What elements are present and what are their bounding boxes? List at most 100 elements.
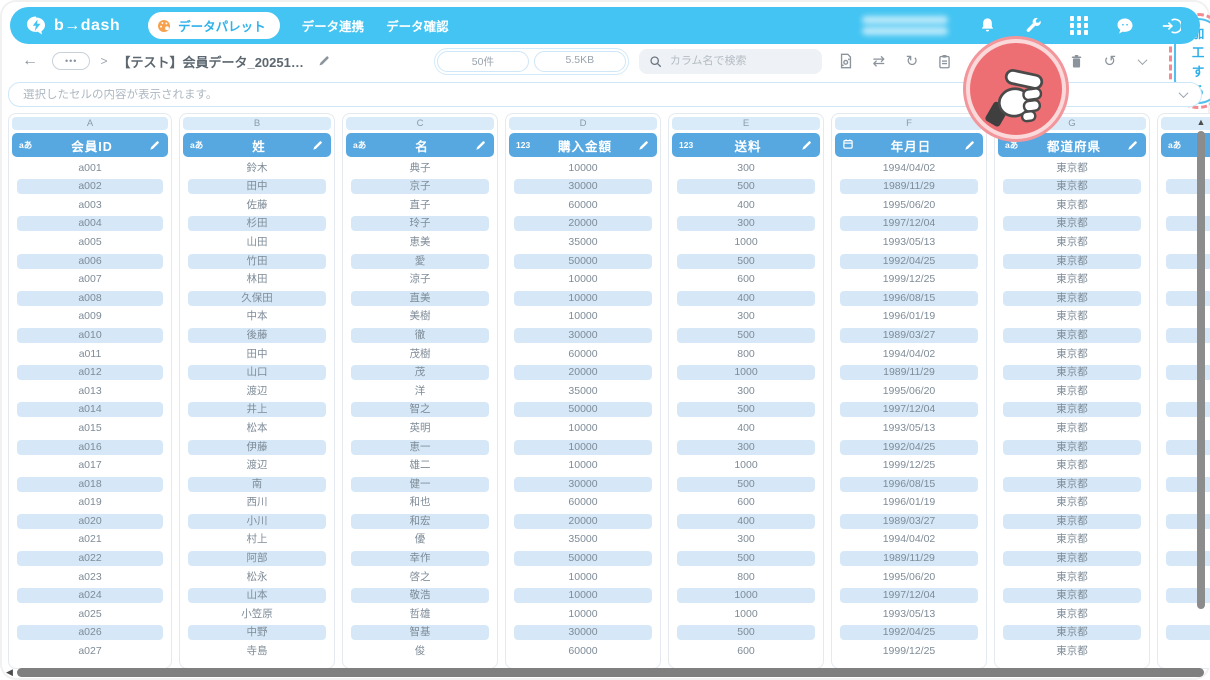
- table-cell[interactable]: 400: [737, 198, 755, 211]
- logout-icon[interactable]: [1160, 15, 1182, 37]
- vertical-scrollbar[interactable]: ▲: [1195, 117, 1207, 662]
- table-cell[interactable]: 20000: [514, 365, 652, 381]
- table-cell[interactable]: 300: [737, 310, 755, 323]
- table-cell[interactable]: 1997/12/04: [840, 588, 978, 604]
- table-cell[interactable]: 50000: [514, 551, 652, 567]
- table-cell[interactable]: 1995/06/20: [882, 384, 936, 397]
- table-cell[interactable]: 1999/12/25: [882, 273, 936, 286]
- table-cell[interactable]: 佐藤: [246, 198, 268, 211]
- scroll-left-icon[interactable]: ◀: [6, 666, 13, 677]
- table-cell[interactable]: a008: [17, 290, 163, 306]
- table-cell[interactable]: 徹: [351, 327, 489, 343]
- table-cell[interactable]: 60000: [568, 198, 598, 211]
- table-cell[interactable]: 1992/04/25: [840, 253, 978, 269]
- table-cell[interactable]: 500: [677, 253, 815, 269]
- table-cell[interactable]: 800: [737, 347, 755, 360]
- table-cell[interactable]: 1992/04/25: [840, 625, 978, 641]
- table-cell[interactable]: 東京都: [1003, 551, 1141, 567]
- table-cell[interactable]: 洋: [414, 384, 426, 397]
- file-export-icon[interactable]: [836, 51, 856, 71]
- table-cell[interactable]: 10000: [568, 570, 598, 583]
- table-cell[interactable]: 渡辺: [246, 459, 268, 472]
- table-cell[interactable]: 600: [737, 273, 755, 286]
- table-cell[interactable]: 東京都: [1003, 513, 1141, 529]
- table-cell[interactable]: 健一: [351, 476, 489, 492]
- table-cell[interactable]: 鈴木: [246, 161, 268, 174]
- table-cell[interactable]: 1994/04/02: [882, 533, 936, 546]
- column-letter[interactable]: G: [998, 117, 1146, 130]
- table-cell[interactable]: a026: [17, 625, 163, 641]
- table-cell[interactable]: 300: [737, 384, 755, 397]
- download-icon[interactable]: [1034, 51, 1054, 71]
- table-cell[interactable]: 1997/12/04: [840, 216, 978, 232]
- table-cell[interactable]: 哲雄: [409, 607, 431, 620]
- table-cell[interactable]: 久保田: [188, 290, 326, 306]
- table-cell[interactable]: 幸作: [351, 551, 489, 567]
- table-cell[interactable]: 東京都: [1003, 216, 1141, 232]
- table-cell[interactable]: 1989/03/27: [840, 513, 978, 529]
- table-cell[interactable]: a014: [17, 402, 163, 418]
- table-cell[interactable]: a013: [78, 384, 102, 397]
- horizontal-scrollbar-thumb[interactable]: [16, 667, 1204, 677]
- column-header[interactable]: 123 購入金額: [509, 133, 657, 157]
- table-cell[interactable]: 1993/05/13: [882, 235, 936, 248]
- column-letter[interactable]: C: [346, 117, 494, 130]
- table-cell[interactable]: 1995/06/20: [882, 570, 936, 583]
- chat-icon[interactable]: [1114, 15, 1136, 37]
- table-cell[interactable]: 東京都: [1003, 290, 1141, 306]
- table-cell[interactable]: 1000: [734, 459, 758, 472]
- table-cell[interactable]: 恵美: [409, 235, 431, 248]
- table-cell[interactable]: 1996/01/19: [882, 310, 936, 323]
- table-cell[interactable]: 東京都: [1003, 327, 1141, 343]
- table-cell[interactable]: 1996/08/15: [840, 290, 978, 306]
- table-cell[interactable]: 東京都: [1056, 533, 1088, 546]
- data-palette-button[interactable]: データパレット: [148, 12, 280, 39]
- table-cell[interactable]: 東京都: [1056, 347, 1088, 360]
- swap-icon[interactable]: ⇄: [872, 53, 886, 70]
- table-cell[interactable]: 東京都: [1056, 310, 1088, 323]
- table-cell[interactable]: 50000: [514, 402, 652, 418]
- table-cell[interactable]: a027: [78, 645, 102, 658]
- column-header[interactable]: aあ 姓: [183, 133, 331, 157]
- table-cell[interactable]: 1999/12/25: [882, 645, 936, 658]
- table-cell[interactable]: a023: [78, 570, 102, 583]
- edit-column-icon[interactable]: [636, 139, 650, 152]
- table-cell[interactable]: 山口: [188, 365, 326, 381]
- table-cell[interactable]: 智基: [351, 625, 489, 641]
- column-header[interactable]: aあ 都道府県: [998, 133, 1146, 157]
- edit-column-icon[interactable]: [147, 139, 161, 152]
- table-cell[interactable]: a001: [78, 161, 102, 174]
- table-cell[interactable]: 60000: [568, 645, 598, 658]
- table-cell[interactable]: 東京都: [1003, 625, 1141, 641]
- table-cell[interactable]: 英明: [409, 421, 431, 434]
- table-cell[interactable]: 60000: [568, 347, 598, 360]
- table-cell[interactable]: 渡辺: [246, 384, 268, 397]
- table-cell[interactable]: 東京都: [1056, 421, 1088, 434]
- share-icon[interactable]: [1001, 51, 1021, 71]
- table-cell[interactable]: a005: [78, 235, 102, 248]
- table-cell[interactable]: 1994/04/02: [882, 161, 936, 174]
- table-cell[interactable]: a015: [78, 421, 102, 434]
- search-input[interactable]: [669, 55, 812, 67]
- table-cell[interactable]: 1996/01/19: [882, 496, 936, 509]
- history-icon[interactable]: ↺: [1103, 53, 1117, 70]
- table-cell[interactable]: 小川: [188, 513, 326, 529]
- table-cell[interactable]: 松本: [246, 421, 268, 434]
- table-cell[interactable]: a025: [78, 607, 102, 620]
- table-cell[interactable]: 東京都: [1003, 476, 1141, 492]
- edit-column-icon[interactable]: [962, 139, 976, 152]
- table-cell[interactable]: a022: [17, 551, 163, 567]
- table-cell[interactable]: 1996/08/15: [840, 476, 978, 492]
- table-cell[interactable]: 400: [677, 513, 815, 529]
- refresh-icon[interactable]: ↻: [905, 53, 919, 70]
- table-cell[interactable]: 西川: [246, 496, 268, 509]
- table-cell[interactable]: 10000: [568, 607, 598, 620]
- table-cell[interactable]: 東京都: [1056, 384, 1088, 397]
- horizontal-scrollbar[interactable]: ◀: [6, 666, 1204, 678]
- bdash-logo[interactable]: b→dash: [24, 14, 120, 38]
- apps-grid-icon[interactable]: [1068, 15, 1090, 37]
- table-cell[interactable]: 10000: [568, 310, 598, 323]
- table-cell[interactable]: 美樹: [409, 310, 431, 323]
- table-cell[interactable]: 1989/11/29: [840, 551, 978, 567]
- table-cell[interactable]: 1999/12/25: [882, 459, 936, 472]
